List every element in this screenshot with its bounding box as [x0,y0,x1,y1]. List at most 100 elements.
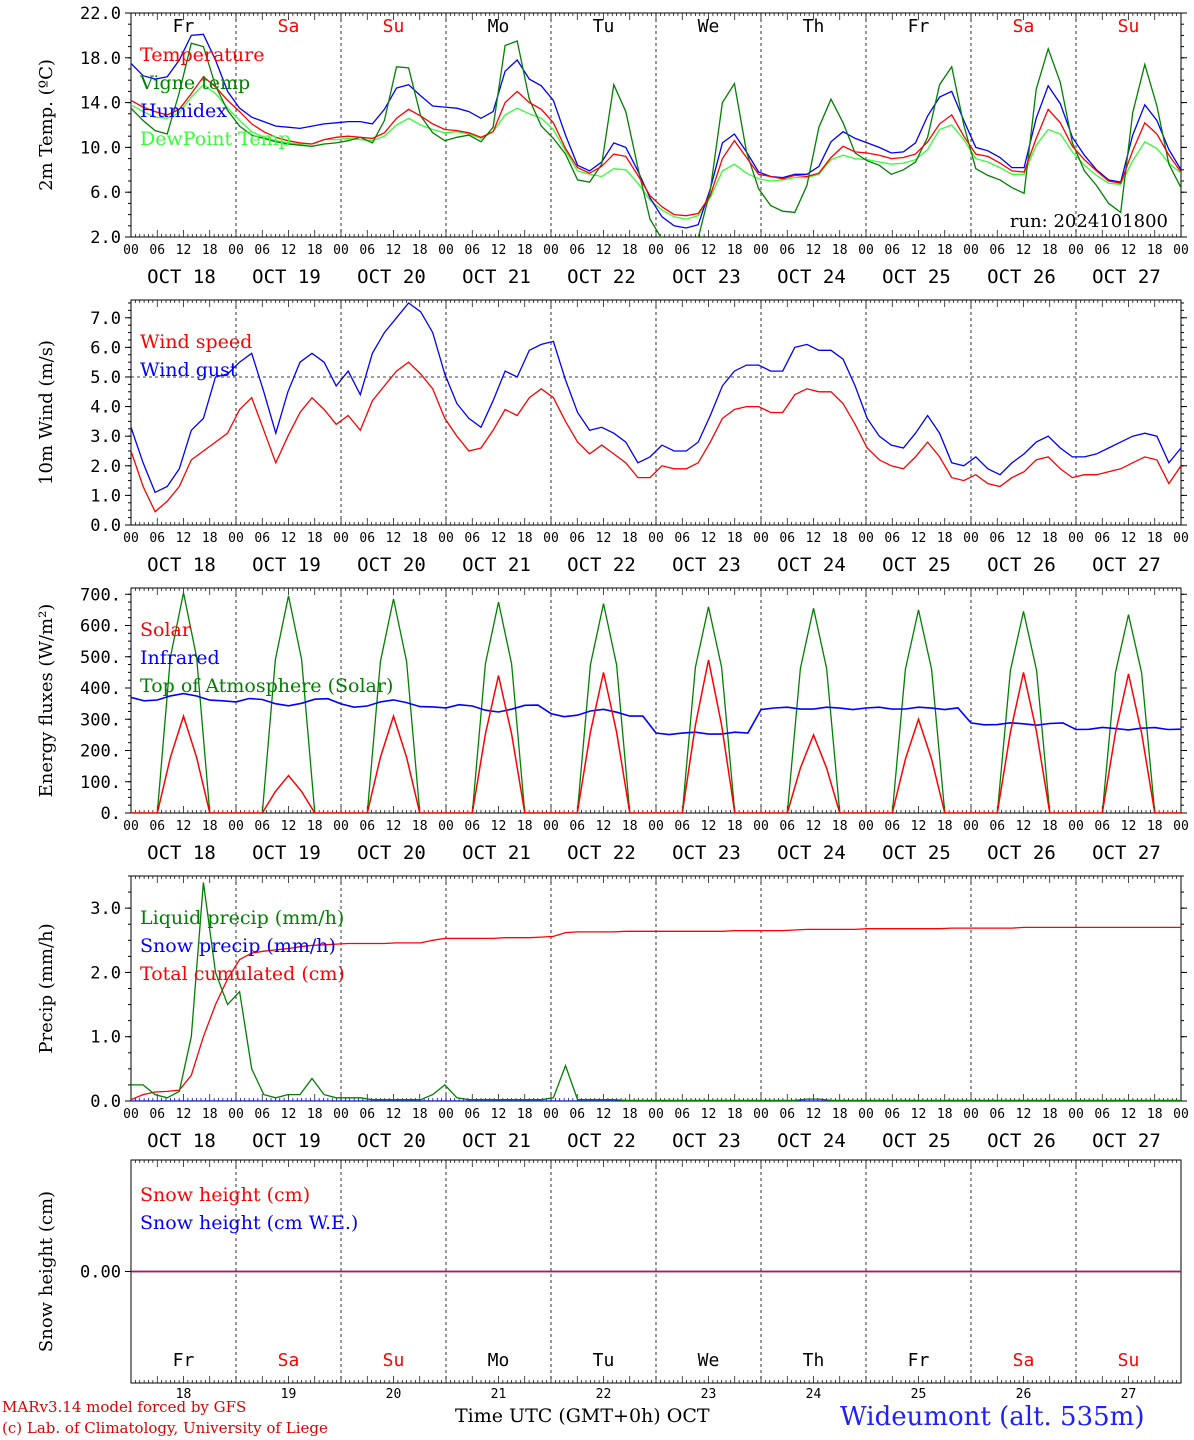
x-hour-label: 18 [727,531,743,546]
x-hour-label: 06 [359,1107,375,1122]
x-hour-label: 18 [937,819,953,834]
x-hour-label: 00 [228,819,244,834]
x-hour-label: 00 [333,243,349,258]
day-number-label: 27 [1121,1387,1137,1402]
x-date-label: OCT 25 [882,842,951,864]
weekday-label: Sa [1013,16,1035,37]
x-hour-label: 12 [701,1107,717,1122]
x-hour-label: 00 [438,243,454,258]
x-hour-label: 06 [779,819,795,834]
x-date-label: OCT 24 [777,842,846,864]
x-hour-label: 00 [648,819,664,834]
series-line-temperature [131,75,1181,217]
legend-entry: Wind speed [140,331,252,353]
x-hour-label: 00 [438,531,454,546]
x-hour-label: 18 [1042,243,1058,258]
x-hour-label: 00 [858,243,874,258]
legend-entry: Wind gust [140,359,238,381]
x-date-label: OCT 20 [357,554,426,576]
weekday-label: Su [1118,16,1140,37]
x-hour-label: 12 [281,819,297,834]
weekday-label: Fr [173,16,195,37]
x-hour-label: 12 [701,243,717,258]
x-date-label: OCT 23 [672,554,741,576]
y-tick-label: 1.0 [90,486,121,506]
x-hour-label: 12 [911,1107,927,1122]
x-date-label: OCT 27 [1092,842,1161,864]
x-hour-label: 12 [911,819,927,834]
x-hour-label: 18 [1147,243,1163,258]
station-name: Wideumont (alt. 535m) [840,1402,1145,1432]
x-hour-label: 00 [228,531,244,546]
x-hour-label: 06 [254,1107,270,1122]
x-hour-label: 18 [307,1107,323,1122]
x-hour-label: 00 [333,819,349,834]
x-hour-label: 00 [123,531,139,546]
x-hour-label: 18 [202,531,218,546]
y-tick-label: 200. [80,742,121,762]
copyright-credit: (c) Lab. of Climatology, University of L… [2,1419,328,1437]
x-hour-label: 12 [596,819,612,834]
x-hour-label: 06 [884,819,900,834]
x-date-label: OCT 26 [987,842,1056,864]
x-hour-label: 18 [622,819,638,834]
x-hour-label: 00 [753,1107,769,1122]
x-hour-label: 18 [622,1107,638,1122]
x-hour-label: 18 [727,819,743,834]
day-number-label: 20 [386,1387,402,1402]
x-hour-label: 12 [1121,1107,1137,1122]
series-line-total-cumulated-cm- [131,926,1181,1101]
x-hour-label: 18 [937,243,953,258]
legend-entry: Infrared [140,647,220,669]
x-hour-label: 00 [228,243,244,258]
x-hour-label: 12 [281,1107,297,1122]
x-hour-label: 06 [359,819,375,834]
x-hour-label: 18 [307,531,323,546]
x-hour-label: 00 [1173,1107,1189,1122]
x-hour-label: 00 [438,819,454,834]
weekday-label: Mo [488,1350,510,1371]
series-line-wind-gust [131,302,1181,494]
x-hour-label: 06 [149,531,165,546]
x-hour-label: 06 [1094,1107,1110,1122]
x-date-label: OCT 25 [882,1130,951,1152]
y-tick-label: 6.0 [90,183,121,203]
x-hour-label: 18 [202,243,218,258]
x-hour-label: 12 [491,531,507,546]
legend-entry: Humidex [140,100,227,122]
x-hour-label: 00 [858,531,874,546]
x-date-label: OCT 21 [462,1130,531,1152]
x-hour-label: 00 [858,1107,874,1122]
x-hour-label: 18 [202,1107,218,1122]
day-number-label: 22 [596,1387,612,1402]
x-hour-label: 12 [281,243,297,258]
legend-entry: Snow height (cm W.E.) [140,1212,358,1234]
run-label: run: 2024101800 [1010,211,1168,232]
x-hour-label: 00 [438,1107,454,1122]
x-date-label: OCT 19 [252,554,321,576]
x-date-label: OCT 22 [567,554,636,576]
x-hour-label: 12 [281,531,297,546]
x-hour-label: 06 [779,243,795,258]
y-tick-label: 0. [101,804,121,824]
x-hour-label: 12 [1121,531,1137,546]
x-hour-label: 12 [1016,243,1032,258]
x-hour-label: 06 [884,243,900,258]
x-hour-label: 06 [674,243,690,258]
weekday-label: Mo [488,16,510,37]
x-hour-label: 00 [228,1107,244,1122]
x-date-label: OCT 24 [777,1130,846,1152]
x-hour-label: 12 [596,1107,612,1122]
y-tick-label: 0.0 [90,516,121,536]
x-hour-label: 00 [858,819,874,834]
x-hour-label: 00 [333,1107,349,1122]
x-hour-label: 18 [412,819,428,834]
x-hour-label: 12 [596,243,612,258]
x-axis-month: OCT [666,1405,710,1427]
legend-entry: Snow precip (mm/h) [140,935,336,957]
model-credit: MARv3.14 model forced by GFS [2,1398,247,1416]
x-hour-label: 18 [517,531,533,546]
x-hour-label: 00 [1173,819,1189,834]
x-hour-label: 06 [149,819,165,834]
